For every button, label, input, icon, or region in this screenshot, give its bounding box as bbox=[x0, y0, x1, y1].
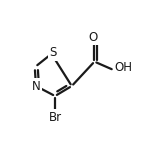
Text: OH: OH bbox=[115, 61, 133, 74]
Text: N: N bbox=[32, 79, 40, 93]
Text: O: O bbox=[89, 31, 98, 44]
Text: Br: Br bbox=[49, 111, 62, 124]
Text: S: S bbox=[49, 46, 56, 59]
